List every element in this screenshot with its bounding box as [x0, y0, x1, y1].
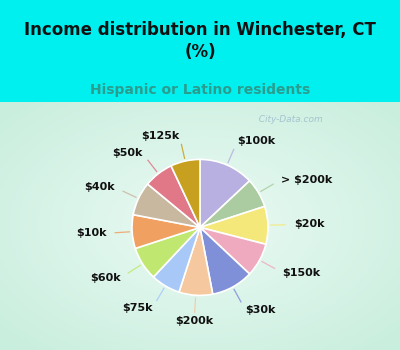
Text: $40k: $40k [84, 182, 115, 192]
Text: Income distribution in Winchester, CT
(%): Income distribution in Winchester, CT (%… [24, 21, 376, 61]
Wedge shape [200, 228, 266, 274]
Text: $30k: $30k [245, 304, 276, 315]
Wedge shape [171, 159, 200, 228]
Wedge shape [133, 184, 200, 228]
Text: $100k: $100k [237, 136, 275, 146]
Text: > $200k: > $200k [281, 175, 332, 185]
Wedge shape [135, 228, 200, 277]
Wedge shape [148, 166, 200, 228]
Wedge shape [200, 159, 250, 228]
Text: $60k: $60k [90, 273, 121, 283]
Text: $20k: $20k [294, 219, 324, 230]
Text: $50k: $50k [112, 148, 142, 158]
Text: City-Data.com: City-Data.com [253, 115, 322, 124]
Wedge shape [154, 228, 200, 292]
Wedge shape [200, 181, 265, 228]
Wedge shape [132, 215, 200, 248]
Text: $200k: $200k [175, 316, 213, 326]
Wedge shape [179, 228, 213, 295]
Text: $10k: $10k [76, 228, 106, 238]
Text: $150k: $150k [282, 268, 320, 278]
Text: $75k: $75k [122, 303, 152, 313]
Wedge shape [200, 206, 268, 244]
Wedge shape [200, 228, 250, 294]
Text: Hispanic or Latino residents: Hispanic or Latino residents [90, 83, 310, 97]
Text: $125k: $125k [141, 131, 180, 141]
